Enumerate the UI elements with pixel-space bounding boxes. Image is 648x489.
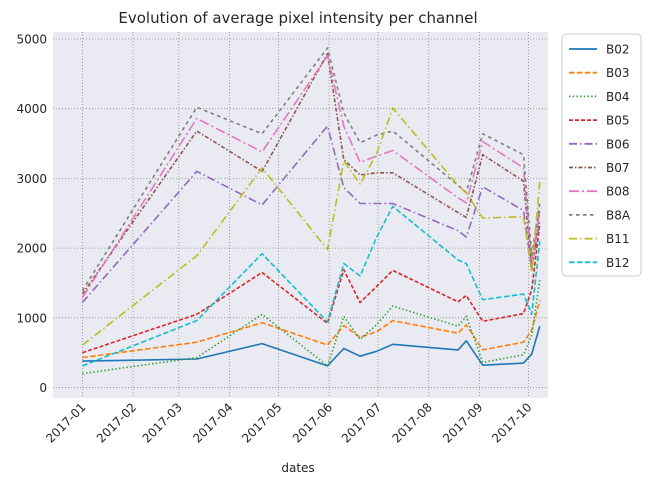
series-lines [81,47,541,375]
x-tick-label: 2017-03 [140,400,185,445]
legend-label-b03: B03 [606,66,630,80]
y-axis-ticks: 0 1000 2000 3000 4000 5000 [16,32,47,395]
x-tick-label: 2017-10 [489,400,534,445]
y-tick-label: 2000 [16,242,47,256]
legend-label-b12: B12 [606,256,630,270]
legend-label-b02: B02 [606,43,630,57]
legend-label-b07: B07 [606,161,630,175]
legend-label-b08: B08 [606,185,630,199]
series-line-b04 [82,279,541,375]
x-tick-label: 2017-01 [43,400,88,445]
legend-label-b06: B06 [606,137,630,151]
series-line-b12 [82,205,541,367]
series-line-b08 [81,54,541,299]
y-tick-label: 4000 [16,102,47,116]
series-line-b02 [82,325,541,367]
x-tick-label: 2017-04 [190,400,235,445]
series-line-b06 [81,125,541,304]
chart-title: Evolution of average pixel intensity per… [118,9,477,27]
x-tick-label: 2017-09 [440,400,485,445]
x-tick-label: 2017-06 [290,400,335,445]
x-axis-label: dates [281,461,314,475]
legend-label-b04: B04 [606,90,630,104]
y-tick-label: 5000 [16,32,47,46]
x-tick-label: 2017-05 [239,400,284,445]
series-line-b05 [82,223,541,354]
legend-label-b8a: B8A [606,208,631,222]
y-tick-label: 1000 [16,311,47,325]
series-line-b03 [82,300,541,359]
legend-label-b05: B05 [606,114,630,128]
grid-lines [53,32,548,398]
x-axis-ticks: 2017-01 2017-02 2017-03 2017-04 2017-05 2017-… [43,400,534,445]
legend-box [561,33,642,277]
legend-label-b11: B11 [606,232,630,246]
x-tick-label: 2017-08 [390,400,435,445]
x-tick-label: 2017-02 [94,400,139,445]
legend: B02 B03 B04 B05 B06 B07 B08 B8A B11 B12 [561,33,642,277]
x-tick-label: 2017-07 [339,400,384,445]
y-tick-label: 0 [39,381,47,395]
series-line-b07 [81,52,541,295]
y-tick-label: 3000 [16,172,47,186]
